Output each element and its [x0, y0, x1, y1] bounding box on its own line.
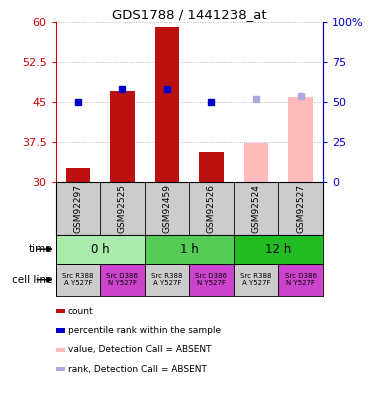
Text: GSM92459: GSM92459	[162, 183, 171, 232]
Text: GSM92524: GSM92524	[252, 183, 260, 232]
Text: Src D386
N Y527F: Src D386 N Y527F	[285, 273, 316, 286]
Bar	[244, 143, 268, 181]
Text: GSM92297: GSM92297	[73, 183, 82, 232]
Bar	[234, 264, 278, 296]
Bar	[234, 234, 323, 264]
Text: 1 h: 1 h	[180, 243, 198, 256]
Text: percentile rank within the sample: percentile rank within the sample	[68, 326, 221, 335]
Text: 0 h: 0 h	[91, 243, 109, 256]
Text: Src R388
A Y527F: Src R388 A Y527F	[151, 273, 183, 286]
Bar	[145, 264, 189, 296]
Text: count: count	[68, 307, 93, 315]
Bar	[189, 264, 234, 296]
Bar	[110, 91, 135, 181]
Title: GDS1788 / 1441238_at: GDS1788 / 1441238_at	[112, 8, 266, 21]
Text: Src D386
N Y527F: Src D386 N Y527F	[196, 273, 227, 286]
Text: 12 h: 12 h	[265, 243, 291, 256]
Text: rank, Detection Call = ABSENT: rank, Detection Call = ABSENT	[68, 365, 206, 374]
Text: Src R388
A Y527F: Src R388 A Y527F	[62, 273, 93, 286]
Bar	[100, 264, 145, 296]
Text: time: time	[28, 244, 52, 254]
Bar	[155, 26, 179, 181]
Bar	[145, 234, 234, 264]
Bar	[278, 264, 323, 296]
Text: value, Detection Call = ABSENT: value, Detection Call = ABSENT	[68, 345, 211, 354]
Bar	[199, 152, 224, 181]
Text: GSM92526: GSM92526	[207, 183, 216, 232]
Text: GSM92525: GSM92525	[118, 183, 127, 232]
Text: Src R388
A Y527F: Src R388 A Y527F	[240, 273, 272, 286]
Text: GSM92527: GSM92527	[296, 183, 305, 232]
Bar	[288, 96, 313, 181]
Text: cell line: cell line	[12, 275, 52, 285]
Bar	[56, 264, 100, 296]
Text: Src D386
N Y527F: Src D386 N Y527F	[106, 273, 138, 286]
Bar	[66, 168, 90, 181]
Bar	[56, 234, 145, 264]
